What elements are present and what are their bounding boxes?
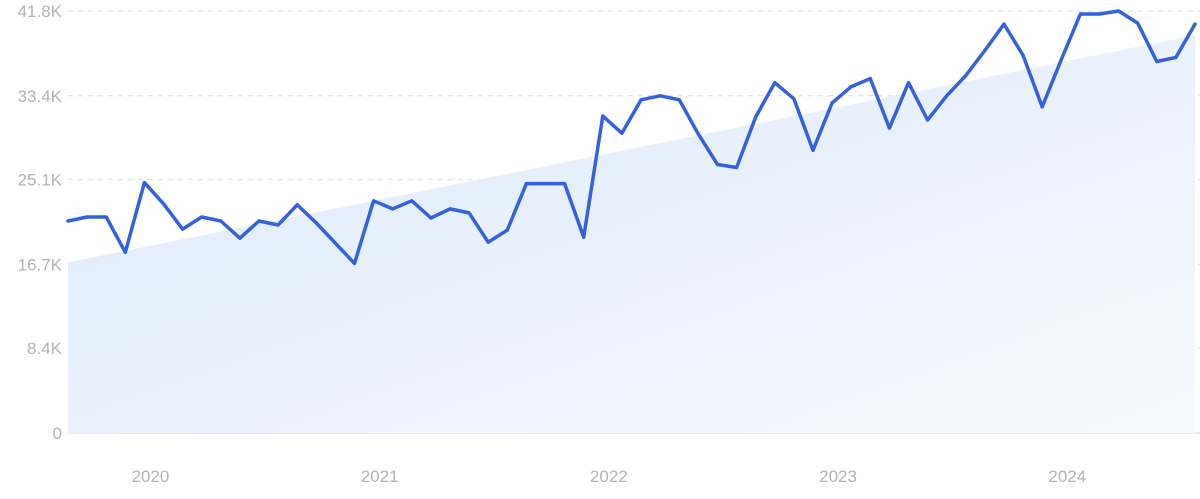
data-point xyxy=(620,131,624,135)
data-point xyxy=(906,81,911,85)
series-line xyxy=(66,9,1197,266)
data-point xyxy=(677,98,681,102)
y-axis-ticks: 0 8.4K 16.7K 25.1K 33.4K 41.8K xyxy=(18,2,63,443)
data-point xyxy=(754,115,758,119)
data-point xyxy=(524,182,529,186)
data-point xyxy=(945,94,949,98)
data-point xyxy=(429,216,433,220)
data-point xyxy=(773,81,777,85)
data-point xyxy=(219,219,223,223)
data-point xyxy=(200,215,204,219)
data-point xyxy=(1040,105,1044,109)
y-tick-label: 41.8K xyxy=(18,2,63,21)
data-point xyxy=(1002,22,1006,26)
data-point xyxy=(601,114,605,118)
x-axis-ticks: 2020 2021 2022 2023 2024 xyxy=(131,467,1086,486)
data-point xyxy=(257,219,261,223)
data-point xyxy=(563,182,567,186)
data-point xyxy=(1155,59,1159,64)
data-point xyxy=(1174,55,1178,60)
data-point xyxy=(467,211,471,215)
data-point xyxy=(333,241,337,245)
data-point xyxy=(964,74,968,78)
x-tick-label: 2024 xyxy=(1048,467,1086,486)
x-tick-label: 2023 xyxy=(819,467,857,486)
data-point xyxy=(735,165,739,170)
data-point xyxy=(696,132,701,136)
data-point xyxy=(868,77,872,81)
data-point xyxy=(543,182,548,186)
data-point xyxy=(658,94,662,98)
data-point xyxy=(66,219,70,223)
data-point xyxy=(505,228,509,232)
y-tick-label: 33.4K xyxy=(18,87,63,106)
data-point xyxy=(849,85,853,89)
data-point xyxy=(1193,22,1197,26)
data-point xyxy=(410,199,414,203)
data-point xyxy=(792,97,796,101)
data-point xyxy=(314,221,318,225)
data-point xyxy=(161,202,166,206)
data-point xyxy=(142,181,146,185)
data-point xyxy=(1136,21,1140,25)
y-tick-label: 0 xyxy=(53,424,62,443)
y-tick-label: 25.1K xyxy=(18,171,63,190)
data-point xyxy=(1117,9,1121,13)
data-point xyxy=(486,240,490,244)
data-point xyxy=(448,207,452,211)
data-point xyxy=(391,207,395,211)
data-point xyxy=(181,227,185,231)
data-point xyxy=(85,215,89,219)
data-point xyxy=(1078,12,1082,16)
data-point xyxy=(372,199,376,203)
data-point xyxy=(983,48,987,53)
data-point xyxy=(295,203,299,207)
data-point xyxy=(811,148,815,152)
data-points xyxy=(66,9,1197,265)
y-tick-label: 8.4K xyxy=(27,339,63,358)
data-point xyxy=(582,235,586,239)
data-point xyxy=(123,250,127,254)
data-point xyxy=(887,126,892,130)
data-point xyxy=(926,118,930,122)
x-tick-label: 2020 xyxy=(131,467,169,486)
data-point xyxy=(1097,12,1102,16)
y-tick-label: 16.7K xyxy=(18,255,63,274)
data-point xyxy=(1021,53,1025,58)
data-point xyxy=(639,98,643,102)
trend-area-shape xyxy=(68,35,1195,433)
data-point xyxy=(715,162,720,167)
data-point xyxy=(276,223,280,227)
data-point xyxy=(352,261,357,265)
x-tick-label: 2021 xyxy=(361,467,399,486)
data-point xyxy=(104,215,108,219)
data-point xyxy=(1059,57,1063,62)
x-tick-label: 2022 xyxy=(590,467,628,486)
data-point xyxy=(830,101,834,105)
series-lines xyxy=(66,9,1197,266)
trend-area xyxy=(68,35,1195,433)
data-point xyxy=(238,236,242,240)
